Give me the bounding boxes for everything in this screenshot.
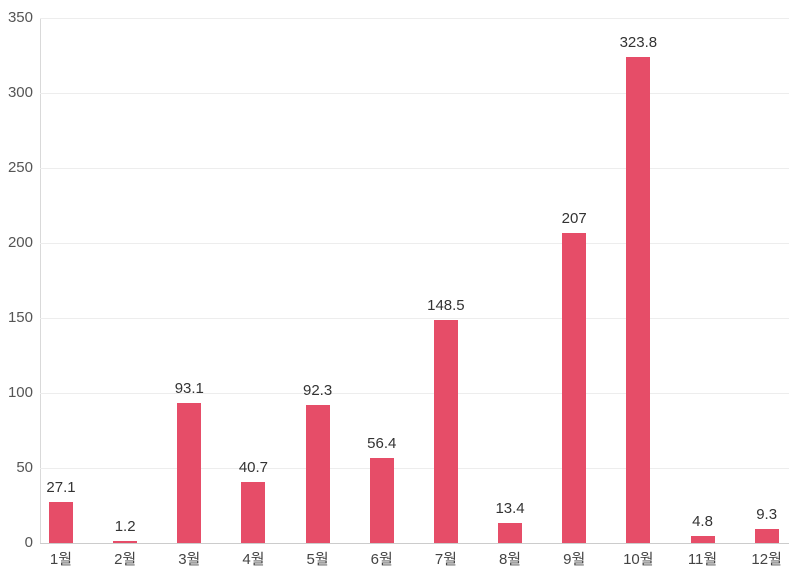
bar: [626, 57, 651, 543]
bar-value-label: 9.3: [756, 506, 778, 524]
bar-value-label: 1.2: [114, 518, 136, 536]
bar-value-label: 92.3: [302, 381, 333, 399]
bar: [241, 481, 266, 543]
x-axis-label: 1월: [49, 551, 73, 568]
bar-value-label: 323.8: [619, 34, 658, 52]
bar: [113, 541, 138, 543]
bar-value-label: 13.4: [495, 499, 525, 517]
bar: [433, 320, 458, 543]
bar: [49, 502, 73, 543]
bar-value-label: 40.7: [238, 458, 269, 476]
x-axis-label: 5월: [306, 551, 329, 568]
x-axis-label: 12월: [751, 551, 782, 568]
gridline: [40, 468, 789, 469]
bar: [369, 458, 394, 543]
y-axis-tick-label: 200: [7, 234, 33, 251]
bar-value-label: 148.5: [427, 297, 465, 315]
x-axis-label: 4월: [242, 551, 265, 568]
bar-value-label: 4.8: [692, 512, 713, 530]
y-axis-tick-label: 250: [7, 159, 33, 176]
gridline: [40, 18, 789, 19]
gridline: [40, 243, 789, 244]
bar: [754, 529, 779, 543]
gridline: [40, 93, 789, 94]
y-axis-line: [40, 18, 41, 543]
y-axis-tick-label: 300: [7, 84, 33, 101]
x-axis-label: 3월: [178, 551, 201, 568]
bar-value-label: 27.1: [46, 479, 76, 497]
bar: [498, 522, 523, 543]
bar: [690, 535, 715, 543]
bar: [177, 403, 202, 543]
gridline: [40, 393, 789, 394]
y-axis-tick-label: 150: [7, 309, 33, 326]
bar: [562, 232, 587, 543]
y-axis-tick-label: 350: [7, 9, 33, 26]
bar-value-label: 93.1: [174, 380, 204, 398]
plot-area: 27.1 1.2 93.1 40.7 92.3 56.4 148.5 13.4 207 323.8…: [40, 18, 789, 543]
gridline: [40, 318, 789, 319]
bar-value-label: 207: [561, 209, 587, 227]
bar-value-label: 56.4: [367, 435, 397, 453]
bar: [305, 404, 330, 543]
y-axis-tick-label: 100: [7, 384, 33, 401]
x-axis-label: 10월: [623, 551, 654, 568]
x-axis-label: 8월: [498, 551, 522, 568]
gridline: [40, 168, 789, 169]
x-axis-label: 6월: [370, 551, 393, 568]
x-axis-label: 7월: [434, 551, 457, 568]
x-axis-label: 2월: [114, 551, 137, 568]
y-axis-tick-label: 0: [24, 534, 33, 551]
x-axis-line: [40, 543, 789, 544]
x-axis-label: 11월: [687, 551, 718, 568]
x-axis-label: 9월: [563, 551, 586, 568]
y-axis-tick-label: 50: [16, 459, 33, 476]
